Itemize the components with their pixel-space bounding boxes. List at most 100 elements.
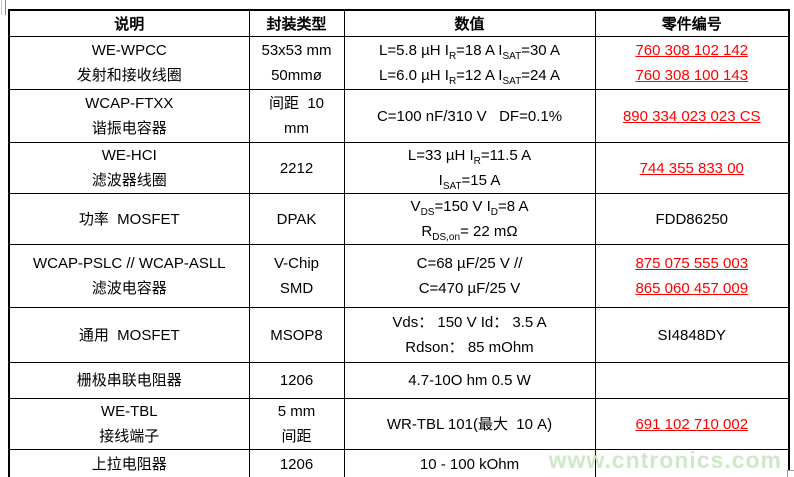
package-line: 1206	[279, 455, 314, 473]
value-subscript: R	[448, 76, 457, 87]
description-line: WE-TBL	[100, 403, 158, 420]
part-number-link[interactable]: 760 308 102 142	[635, 42, 749, 59]
value-line: ISAT=15 A	[349, 168, 591, 193]
value-text: =150 V I	[434, 198, 491, 215]
table-row: 功率 MOSFET DPAK VDS=150 V ID=8 A RDS,on= 22 …	[8, 193, 790, 245]
value-cell: C=100 nF/310 V DF=0.1%	[343, 89, 596, 143]
description-line: WCAP-PSLC // WCAP-ASLL	[32, 255, 226, 272]
part-number-line: 865 060 457 009	[600, 276, 785, 301]
part-number-link[interactable]: 691 102 710 002	[635, 415, 749, 433]
value-text: 4.7-10O hm 0.5 W	[408, 372, 531, 389]
screenshot-edge-artifact	[1, 0, 6, 15]
value-text: =15 A	[461, 172, 501, 189]
package-type-cell: 1206	[248, 362, 345, 399]
part-number-cell: 744 355 833 00	[594, 142, 790, 194]
description-line: 接线端子	[99, 428, 160, 445]
package-type-cell: 53x53 mm 50mmø	[248, 36, 345, 90]
value-line: C=68 µF/25 V //	[349, 251, 591, 276]
value-line: Rdson： 85 mOhm	[349, 335, 591, 360]
value-subscript: DS	[420, 207, 435, 218]
component-description-cell: 通用 MOSFET	[8, 307, 250, 363]
value-subscript: R	[448, 51, 457, 62]
part-number-cell: 691 102 710 002	[594, 398, 790, 450]
value-cell: VDS=150 V ID=8 A RDS,on= 22 mΩ	[343, 193, 596, 245]
package-type-cell: 2212	[248, 142, 345, 194]
value-line: WR-TBL 101(最大 10 A)	[349, 412, 591, 437]
part-number-line: 760 308 102 142	[600, 38, 785, 63]
value-line: L=33 µH IR=11.5 A	[349, 144, 591, 169]
value-line: RDS,on= 22 mΩ	[349, 219, 591, 244]
package-line: 5 mm	[277, 403, 316, 420]
part-number-cell: 760 308 102 142 760 308 100 143	[594, 36, 790, 90]
value-subscript: R	[473, 156, 481, 167]
part-number-line: 760 308 100 143	[600, 63, 785, 88]
part-number-cell: SI4848DY	[594, 307, 790, 363]
package-line: MSOP8	[270, 326, 323, 344]
value-text: Vds： 150 V Id： 3.5 A	[392, 314, 547, 331]
part-number-link[interactable]: 865 060 457 009	[635, 280, 749, 297]
part-number-line: 875 075 555 003	[600, 251, 785, 276]
value-line: Vds： 150 V Id： 3.5 A	[349, 310, 591, 335]
package-line: 间距	[281, 428, 312, 445]
package-type-cell: V-Chip SMD	[248, 244, 345, 308]
package-line: DPAK	[276, 210, 317, 228]
description-line: 滤波器线圈	[91, 172, 167, 189]
part-number-link[interactable]: 760 308 100 143	[635, 67, 749, 84]
part-number-cell	[594, 362, 790, 399]
column-header-package: 封装类型	[248, 9, 345, 37]
component-description-cell: 栅极串联电阻器	[8, 362, 250, 399]
package-line: 50mmø	[271, 67, 322, 84]
table-row: WE-TBL 接线端子 5 mm 间距 WR-TBL 101(最大 10 A) 691 1…	[8, 398, 790, 450]
part-number-cell	[594, 449, 790, 477]
value-subscript: DS,on	[432, 232, 461, 243]
value-text: 10 - 100 kOhm	[419, 455, 520, 473]
component-description-cell: WCAP-FTXX 谐振电容器	[8, 89, 250, 143]
package-type-cell: MSOP8	[248, 307, 345, 363]
value-text: L=33 µH I	[407, 147, 474, 164]
value-text: C=470 µF/25 V	[418, 280, 521, 297]
value-text: =18 A I	[456, 42, 503, 59]
value-text: R	[421, 223, 433, 240]
components-table-body: WE-WPCC 发射和接收线圈 53x53 mm 50mmø L=5.8 µH IR=1…	[8, 36, 790, 477]
component-description-cell: WE-TBL 接线端子	[8, 398, 250, 450]
package-line: 2212	[279, 159, 314, 177]
component-description-cell: WCAP-PSLC // WCAP-ASLL 滤波电容器	[8, 244, 250, 308]
value-text: =8 A	[498, 198, 529, 215]
value-cell: WR-TBL 101(最大 10 A)	[343, 398, 596, 450]
value-line: L=5.8 µH IR=18 A ISAT=30 A	[349, 38, 591, 63]
part-number-link[interactable]: 890 334 023 023 CS	[622, 107, 761, 125]
package-line: mm	[284, 120, 309, 137]
value-line: VDS=150 V ID=8 A	[349, 195, 591, 220]
package-type-cell: DPAK	[248, 193, 345, 245]
resize-handle	[787, 470, 794, 477]
value-cell: 10 - 100 kOhm	[343, 449, 596, 477]
part-number-cell: 890 334 023 023 CS	[594, 89, 790, 143]
package-line: 1206	[279, 372, 314, 389]
value-text: =30 A	[521, 42, 560, 59]
description-line: WE-HCI	[101, 147, 157, 164]
package-line: 53x53 mm	[261, 42, 332, 59]
description-line: WE-WPCC	[91, 42, 167, 59]
description-line: 发射和接收线圈	[76, 67, 182, 84]
part-number-link[interactable]: 875 075 555 003	[635, 255, 749, 272]
value-line: C=100 nF/310 V DF=0.1%	[349, 104, 591, 129]
table-header-row: 说明 封装类型 数值 零件编号	[8, 9, 790, 37]
package-type-cell: 1206	[248, 449, 345, 477]
value-text: =12 A I	[456, 67, 503, 84]
value-text: WR-TBL 101(最大 10 A)	[386, 415, 553, 433]
package-line: V-Chip	[273, 255, 320, 272]
part-number-line: FDD86250	[600, 207, 785, 232]
part-number-line: SI4848DY	[600, 323, 785, 348]
package-line: SMD	[279, 280, 314, 297]
package-type-cell: 5 mm 间距	[248, 398, 345, 450]
description-line: 栅极串联电阻器	[76, 372, 182, 389]
column-header-description: 说明	[8, 9, 250, 37]
part-number-line: 691 102 710 002	[600, 412, 785, 437]
value-text: L=5.8 µH I	[379, 42, 449, 59]
package-line: 间距 10	[268, 95, 325, 112]
value-text: =24 A	[521, 67, 560, 84]
part-number-link[interactable]: 744 355 833 00	[639, 159, 744, 177]
value-text: = 22 mΩ	[460, 223, 518, 240]
part-number-cell: FDD86250	[594, 193, 790, 245]
component-description-cell: WE-WPCC 发射和接收线圈	[8, 36, 250, 90]
